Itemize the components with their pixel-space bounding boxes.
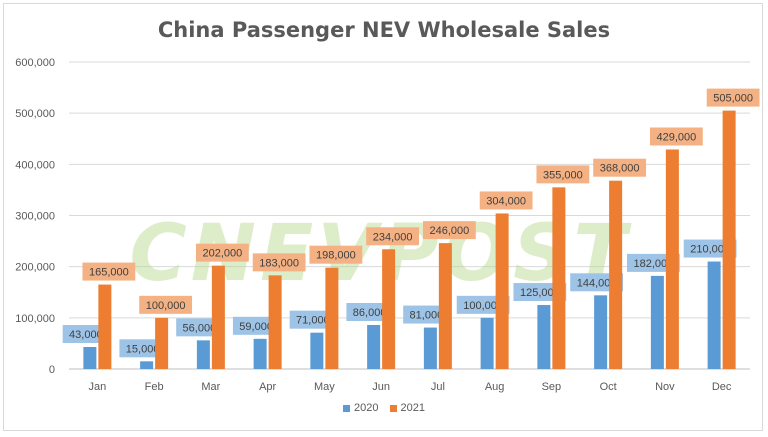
bar-2020-Sep bbox=[537, 305, 551, 369]
legend: 2020 2021 bbox=[0, 402, 768, 415]
y-tick-label: 300,000 bbox=[15, 211, 55, 223]
x-tick-label: Oct bbox=[600, 381, 617, 393]
bar-2020-Jul bbox=[423, 327, 437, 369]
bar-2020-Jan bbox=[83, 346, 97, 369]
data-label-bg bbox=[82, 262, 136, 281]
data-label-2021-Nov: 429,000 bbox=[656, 131, 696, 143]
data-label-2020-Oct: 144,000 bbox=[577, 277, 617, 289]
x-tick-label: Sep bbox=[542, 381, 562, 393]
bar-2020-Mar bbox=[196, 340, 210, 369]
bar-2021-Feb bbox=[155, 317, 169, 369]
data-label-2021-Oct: 368,000 bbox=[600, 163, 640, 175]
data-label-2021-May: 198,000 bbox=[316, 250, 356, 262]
bar-2021-Jul bbox=[438, 243, 452, 369]
bar-2020-Nov bbox=[650, 275, 664, 369]
y-tick-label: 200,000 bbox=[15, 262, 55, 274]
data-label-2020-Jul: 81,000 bbox=[410, 310, 444, 322]
y-tick-label: 0 bbox=[49, 364, 55, 376]
x-tick-label: Jan bbox=[89, 381, 107, 393]
x-tick-label: Apr bbox=[259, 381, 276, 393]
data-label-bg bbox=[366, 227, 420, 246]
data-label-bg bbox=[232, 316, 280, 335]
data-label-bg bbox=[309, 245, 363, 264]
x-tick-label: Aug bbox=[485, 381, 505, 393]
data-label-bg bbox=[346, 302, 393, 321]
data-label-bg bbox=[176, 318, 223, 337]
y-tick-label: 600,000 bbox=[15, 57, 55, 69]
y-tick-label: 400,000 bbox=[15, 159, 55, 171]
bar-2020-Feb bbox=[140, 361, 154, 369]
bar-2021-Dec bbox=[722, 110, 736, 369]
x-tick-label: Jun bbox=[372, 381, 390, 393]
bar-2020-Dec bbox=[707, 261, 721, 369]
data-label-2020-Mar: 56,000 bbox=[183, 322, 217, 334]
data-label-2021-Aug: 304,000 bbox=[486, 195, 526, 207]
data-label-2020-Apr: 59,000 bbox=[239, 321, 273, 333]
bar-2020-Oct bbox=[594, 295, 608, 369]
data-label-2021-Jul: 246,000 bbox=[429, 225, 469, 237]
data-label-bg bbox=[252, 253, 306, 272]
data-label-2020-Sep: 125,000 bbox=[520, 287, 560, 299]
data-label-bg bbox=[706, 88, 760, 107]
x-tick-label: Nov bbox=[655, 381, 675, 393]
data-label-2021-Sep: 355,000 bbox=[543, 169, 583, 181]
legend-label: 2020 bbox=[353, 402, 379, 414]
data-label-2021-Feb: 100,000 bbox=[146, 300, 186, 312]
data-label-2020-Jun: 86,000 bbox=[353, 307, 387, 319]
bar-2021-Nov bbox=[665, 149, 679, 369]
data-label-2020-May: 71,000 bbox=[296, 315, 330, 327]
data-label-2020-Jan: 43,000 bbox=[69, 329, 103, 341]
x-tick-label: Jul bbox=[431, 381, 445, 393]
data-label-2021-Jun: 234,000 bbox=[373, 231, 413, 243]
bar-2021-Mar bbox=[211, 265, 225, 369]
bar-2021-Jun bbox=[382, 249, 396, 369]
bar-2021-Aug bbox=[495, 213, 509, 369]
data-label-bg bbox=[422, 221, 476, 240]
data-label-2020-Dec: 210,000 bbox=[690, 244, 730, 256]
bar-2020-Jun bbox=[367, 324, 381, 369]
x-tick-label: Mar bbox=[201, 381, 220, 393]
data-label-bg bbox=[536, 165, 590, 184]
x-tick-label: Dec bbox=[712, 381, 732, 393]
bar-2021-Sep bbox=[552, 187, 566, 369]
bar-2020-Apr bbox=[253, 338, 267, 369]
y-tick-label: 500,000 bbox=[15, 108, 55, 120]
x-tick-label: May bbox=[314, 381, 335, 393]
bar-2021-May bbox=[325, 267, 339, 369]
chart-frame bbox=[3, 3, 763, 431]
x-tick-label: Feb bbox=[145, 381, 164, 393]
data-label-bg bbox=[119, 339, 166, 358]
bar-2021-Apr bbox=[268, 275, 282, 369]
legend-item-2021: 2021 bbox=[389, 402, 426, 414]
data-label-bg bbox=[195, 243, 249, 262]
data-label-bg bbox=[403, 305, 450, 324]
data-label-2021-Mar: 202,000 bbox=[202, 248, 242, 260]
legend-swatch-2020 bbox=[342, 404, 350, 412]
data-label-bg bbox=[649, 127, 703, 146]
legend-swatch-2021 bbox=[389, 404, 397, 412]
data-label-bg bbox=[593, 158, 647, 177]
bar-2021-Jan bbox=[98, 284, 112, 369]
data-label-2020-Nov: 182,000 bbox=[633, 258, 673, 270]
data-label-2021-Apr: 183,000 bbox=[259, 257, 299, 269]
data-label-2020-Aug: 100,000 bbox=[463, 300, 503, 312]
data-label-2021-Jan: 165,000 bbox=[89, 267, 129, 279]
data-label-bg bbox=[139, 295, 193, 314]
bar-2020-May bbox=[310, 332, 324, 369]
y-tick-label: 100,000 bbox=[15, 313, 55, 325]
data-label-bg bbox=[289, 310, 337, 329]
data-label-bg bbox=[479, 191, 533, 210]
legend-item-2020: 2020 bbox=[342, 402, 379, 414]
data-label-2020-Feb: 15,000 bbox=[126, 343, 160, 355]
bar-2021-Oct bbox=[609, 180, 623, 369]
legend-label: 2021 bbox=[400, 402, 426, 414]
bar-2020-Aug bbox=[480, 317, 494, 369]
data-label-bg bbox=[62, 324, 110, 343]
data-label-2021-Dec: 505,000 bbox=[713, 93, 753, 105]
chart-title: China Passenger NEV Wholesale Sales bbox=[157, 18, 611, 42]
